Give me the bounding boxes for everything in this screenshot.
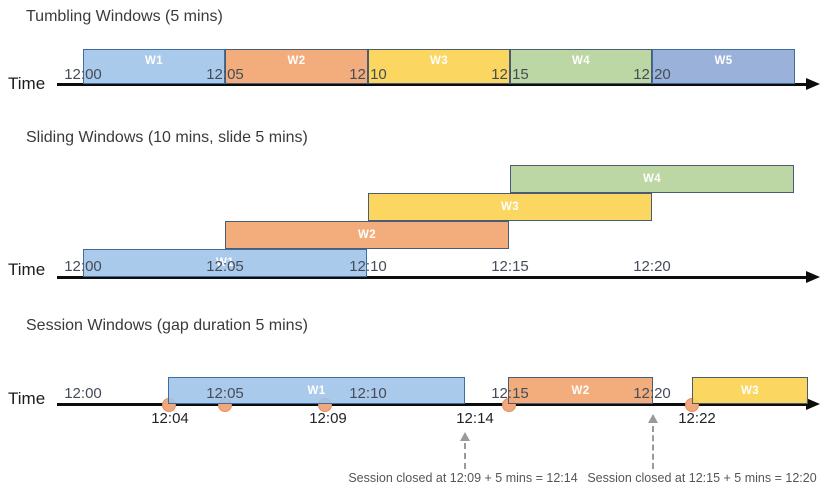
event-time-label: 12:09 (309, 410, 347, 427)
window-label: W5 (714, 55, 733, 67)
sliding-window-w1: W1 (83, 249, 367, 277)
sliding-window-w4: W4 (510, 165, 794, 193)
window-label: W2 (287, 55, 306, 67)
sliding-section-title: Sliding Windows (10 mins, slide 5 mins) (26, 129, 308, 146)
session-annotation: Session closed at 12:15 + 5 mins = 12:20 (587, 471, 817, 485)
tick-label: 12:05 (206, 385, 244, 402)
tumbling-window-w5: W5 (652, 49, 795, 84)
tumbling-window-w3: W3 (368, 49, 510, 84)
time-axis-label: Time (8, 260, 46, 279)
window-label: W3 (740, 384, 760, 397)
tick-label: 12:20 (633, 385, 671, 402)
axis-arrowhead-icon (806, 78, 820, 90)
axis-arrowhead-icon (806, 398, 820, 410)
time-axis (57, 276, 808, 279)
tick-label: 12:10 (349, 385, 387, 402)
tick-label: 12:00 (64, 258, 102, 275)
time-axis (57, 83, 808, 86)
window-label: W1 (215, 257, 235, 269)
window-label: W1 (307, 384, 326, 397)
session-annotation: Session closed at 12:09 + 5 mins = 12:14 (348, 471, 578, 485)
tick-label: 12:15 (491, 258, 529, 275)
window-label: W2 (571, 384, 590, 397)
tick-label: 12:20 (633, 258, 671, 275)
session-window-w1: W1 (168, 377, 465, 404)
tick-label: 12:20 (633, 66, 671, 83)
dashed-up-arrow-icon (648, 414, 658, 423)
window-label: W2 (357, 229, 377, 241)
tick-label: 12:15 (491, 385, 529, 402)
tick-label: 12:05 (206, 66, 244, 83)
tumbling-window-w2: W2 (225, 49, 368, 84)
tumbling-section-title: Tumbling Windows (5 mins) (26, 8, 223, 25)
window-label: W4 (571, 55, 591, 67)
time-axis (57, 403, 808, 406)
time-axis-label: Time (8, 389, 46, 408)
tick-label: 12:10 (349, 258, 387, 275)
event-time-label: 12:14 (456, 410, 494, 427)
tick-label: 12:15 (491, 66, 529, 83)
tick-label: 12:00 (64, 385, 102, 402)
dashed-up-arrow-icon (460, 432, 470, 441)
window-label: W4 (642, 173, 662, 185)
tumbling-window-w1: W1 (83, 49, 225, 84)
event-time-label: 12:22 (678, 410, 716, 427)
dashed-arrow-line (652, 426, 654, 469)
event-time-label: 12:04 (151, 410, 189, 427)
tick-label: 12:10 (349, 66, 387, 83)
sliding-window-w2: W2 (225, 221, 509, 249)
tick-label: 12:05 (206, 258, 244, 275)
axis-arrowhead-icon (806, 271, 820, 283)
sliding-window-w3: W3 (368, 193, 652, 221)
window-label: W3 (429, 55, 449, 67)
dashed-arrow-line (464, 443, 466, 469)
session-window-w3: W3 (692, 377, 808, 404)
tumbling-window-w4: W4 (510, 49, 652, 84)
window-label: W1 (144, 55, 164, 67)
window-label: W3 (500, 201, 520, 213)
session-window-w2: W2 (508, 377, 653, 404)
time-axis-label: Time (8, 74, 46, 93)
session-section-title: Session Windows (gap duration 5 mins) (26, 317, 308, 334)
tick-label: 12:00 (64, 66, 102, 83)
